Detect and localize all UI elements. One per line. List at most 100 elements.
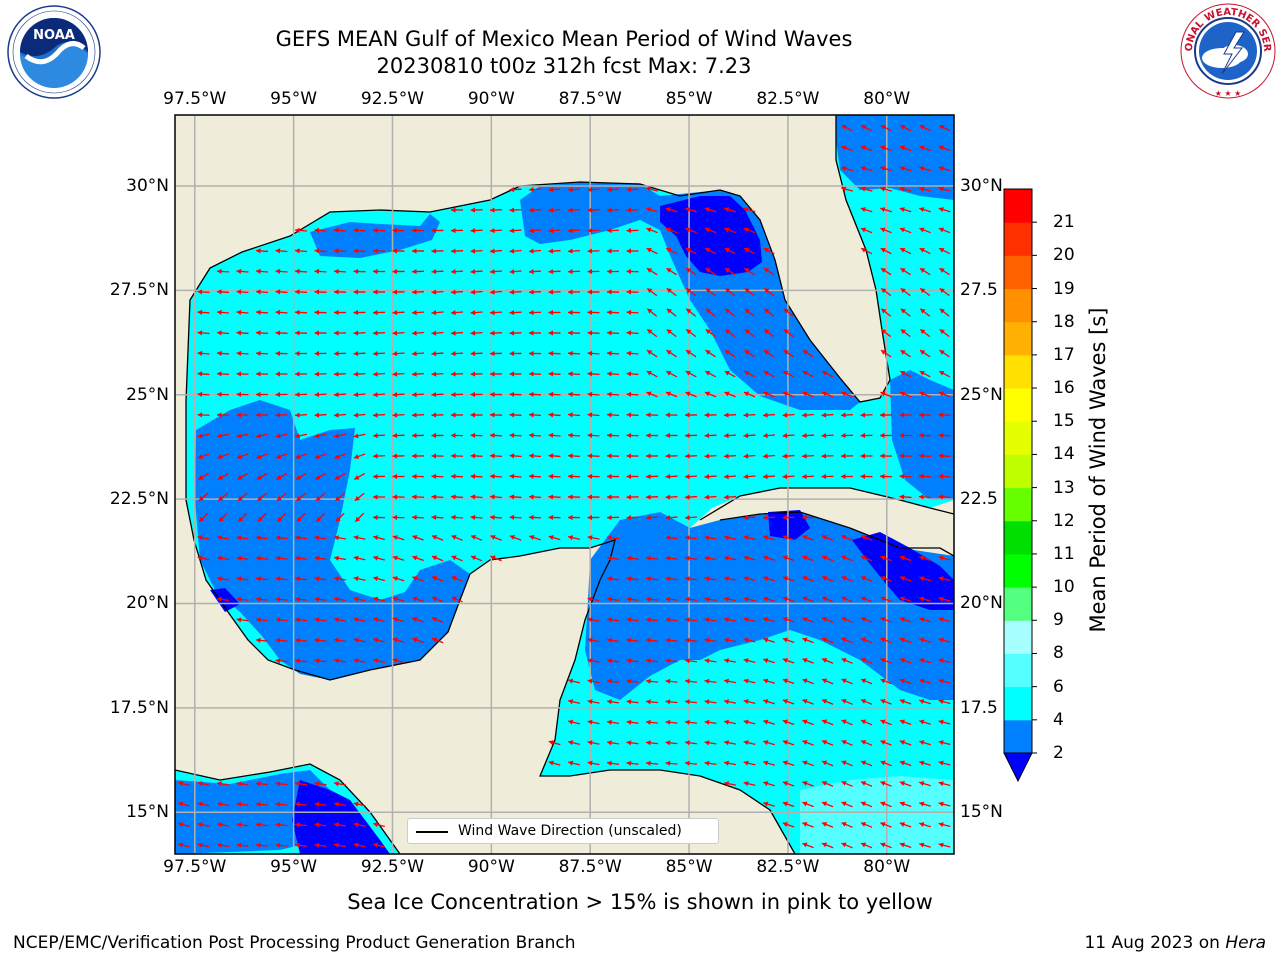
wind-vector [509,412,522,418]
wind-vector [333,309,347,316]
wind-vector [860,432,873,439]
wind-vector [216,535,230,541]
wind-vector [938,207,951,213]
wind-vector [314,350,327,357]
wind-vector [723,474,737,480]
wind-vector [489,269,503,275]
wind-vector [509,186,522,193]
wind-vector [899,186,912,192]
wind-vector [782,719,795,726]
wind-vector [743,637,756,643]
wind-vector [821,555,834,562]
wind-vector [509,207,522,213]
wind-vector [216,433,230,439]
wind-vector [606,576,620,582]
wind-vector [743,247,756,255]
wind-vector [743,617,756,623]
wind-vector [724,328,736,338]
wind-vector [275,330,288,336]
wind-vector [724,267,736,276]
wind-vector [704,535,717,541]
wind-vector [841,576,853,582]
wind-vector [411,268,425,275]
wind-vector [879,432,893,439]
wind-vector [606,494,620,500]
wind-vector [372,330,386,336]
wind-vector [275,472,288,481]
wind-vector [821,781,834,787]
wind-vector [704,658,717,664]
wind-vector [548,248,561,254]
wind-vector [529,535,541,541]
wind-vector [353,842,366,848]
wind-vector [431,268,444,275]
wind-vector [216,289,230,295]
x-tick-label-bottom: 92.5°W [360,857,425,877]
wind-vector [919,699,931,705]
wind-vector [450,310,464,316]
svg-text:★ ★ ★: ★ ★ ★ [1215,89,1242,98]
colorbar-tick-label: 17 [1053,344,1075,365]
colorbar-segment [1004,421,1032,455]
wind-vector [314,617,327,623]
wind-vector [919,719,931,725]
wind-vector [314,412,327,418]
wind-vector [880,678,892,685]
wind-vector [314,472,327,481]
wind-vector [919,760,931,766]
wind-vector [860,207,873,213]
wind-vector [392,268,405,275]
wind-vector [606,371,620,377]
wind-vector [743,514,756,521]
wind-vector [470,391,483,398]
wind-vector [567,228,581,234]
wind-vector [314,391,327,398]
wind-vector [450,207,464,213]
wind-vector [762,433,776,439]
wind-vector [684,658,698,664]
wind-vector [333,412,347,418]
wind-vector [705,328,716,338]
wind-vector [626,473,639,480]
wind-vector [938,699,951,705]
wind-vector [841,596,853,603]
wind-vector [919,596,931,602]
wind-vector [314,781,327,787]
wind-vector [646,247,658,255]
wind-vector [256,472,268,481]
wind-vector [900,287,911,297]
wind-vector [255,350,269,357]
wind-vector [548,228,561,234]
wind-vector [684,576,698,582]
colorbar-segment [1004,686,1032,721]
colorbar-tick-label: 4 [1053,709,1064,730]
y-tick-label-right: 30°N [960,175,1003,196]
wind-vector [782,801,795,808]
wind-vector [880,247,892,255]
wind-vector [645,515,659,521]
wind-vector [606,248,620,254]
wind-vector [606,330,620,336]
wind-vector [197,555,210,561]
wind-vector [763,287,775,297]
colorbar-tick-label: 14 [1053,444,1075,465]
wind-vector [626,596,639,602]
wind-vector [295,472,307,481]
wind-vector [666,349,677,358]
wind-vector [626,350,639,356]
wind-vector [548,473,561,479]
wind-vector [548,207,561,213]
wind-vector [450,351,464,357]
wind-vector [431,535,444,541]
wind-vector [743,227,756,234]
wind-vector [626,371,639,377]
wind-vector [626,309,639,315]
wind-vector [704,740,717,746]
wind-vector [665,678,678,684]
wind-vector [723,637,737,643]
wind-vector [724,370,736,378]
wind-vector [411,351,425,357]
wind-vector [392,658,405,664]
wind-vector [431,330,444,336]
